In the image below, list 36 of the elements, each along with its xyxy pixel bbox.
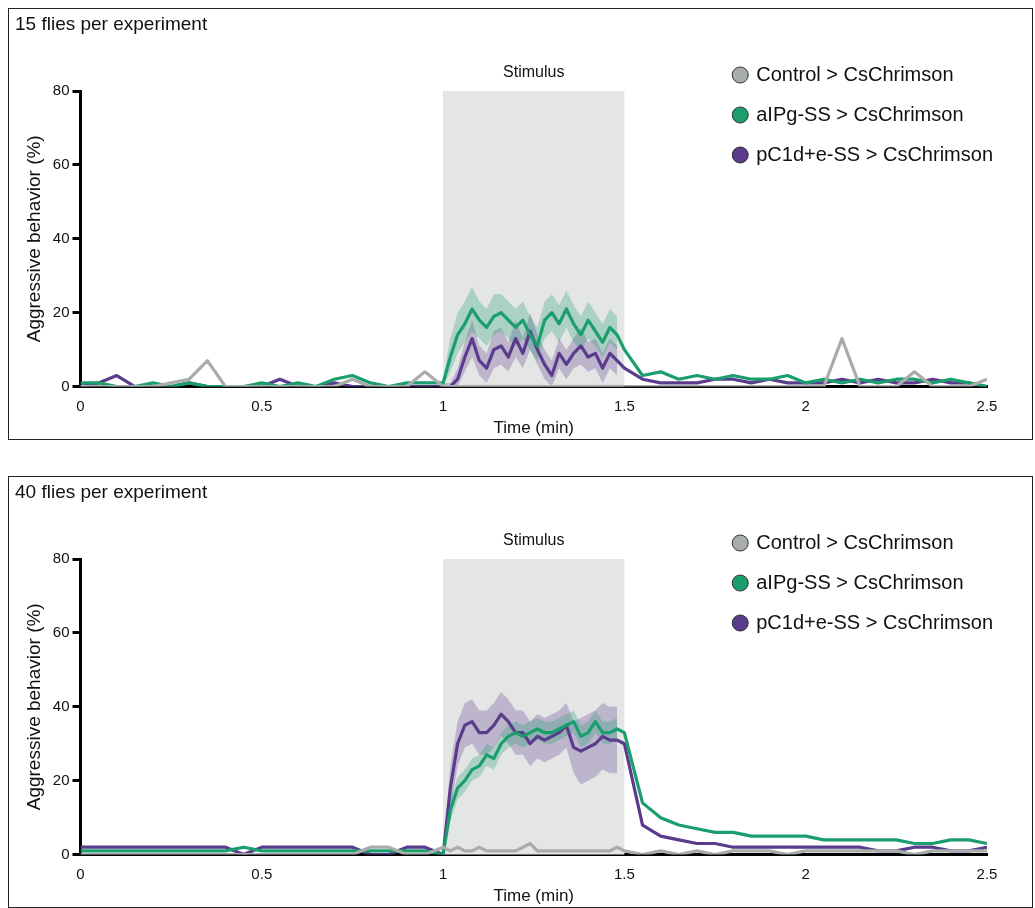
legend-label: Control > CsChrimson: [756, 62, 954, 85]
y-axis-title: Aggressive behavior (%): [22, 135, 44, 343]
y-tick-label: 40: [52, 696, 70, 714]
y-tick-label: 80: [52, 81, 70, 99]
y-tick-label: 80: [52, 549, 70, 567]
legend-label: Control > CsChrimson: [756, 530, 954, 553]
legend-label: pC1d+e-SS > CsChrimson: [756, 610, 994, 633]
legend-label: aIPg-SS > CsChrimson: [756, 570, 964, 593]
x-tick-label: 0.5: [251, 864, 273, 882]
x-tick-label: 1.5: [613, 396, 635, 414]
chart-title: 15 flies per experiment: [15, 13, 208, 35]
y-tick-label: 60: [52, 623, 70, 641]
chart-title: 40 flies per experiment: [15, 481, 208, 503]
x-tick-label: 1: [438, 864, 448, 882]
x-tick-label: 2: [801, 864, 810, 882]
x-tick-label: 0.5: [251, 396, 273, 414]
x-axis-title: Time (min): [493, 886, 575, 906]
y-tick-label: 0: [61, 376, 70, 394]
y-tick-label: 20: [52, 302, 70, 320]
x-tick-label: 1: [438, 396, 448, 414]
y-tick-label: 60: [52, 155, 70, 173]
x-tick-label: 0: [76, 864, 85, 882]
x-tick-label: 2.5: [976, 864, 998, 882]
y-tick-label: 40: [52, 228, 70, 246]
y-axis-title: Aggressive behavior (%): [22, 603, 44, 811]
x-tick-label: 1.5: [613, 864, 635, 882]
x-tick-label: 0: [76, 396, 85, 414]
x-tick-label: 2.5: [976, 396, 998, 414]
band-label: Stimulus: [503, 531, 565, 549]
y-tick-label: 20: [52, 770, 70, 788]
legend-label: aIPg-SS > CsChrimson: [756, 102, 964, 125]
x-axis-title: Time (min): [493, 418, 575, 438]
x-tick-label: 2: [801, 396, 810, 414]
legend-label: pC1d+e-SS > CsChrimson: [756, 142, 994, 165]
y-tick-label: 0: [61, 844, 70, 862]
band-label: Stimulus: [503, 63, 565, 81]
